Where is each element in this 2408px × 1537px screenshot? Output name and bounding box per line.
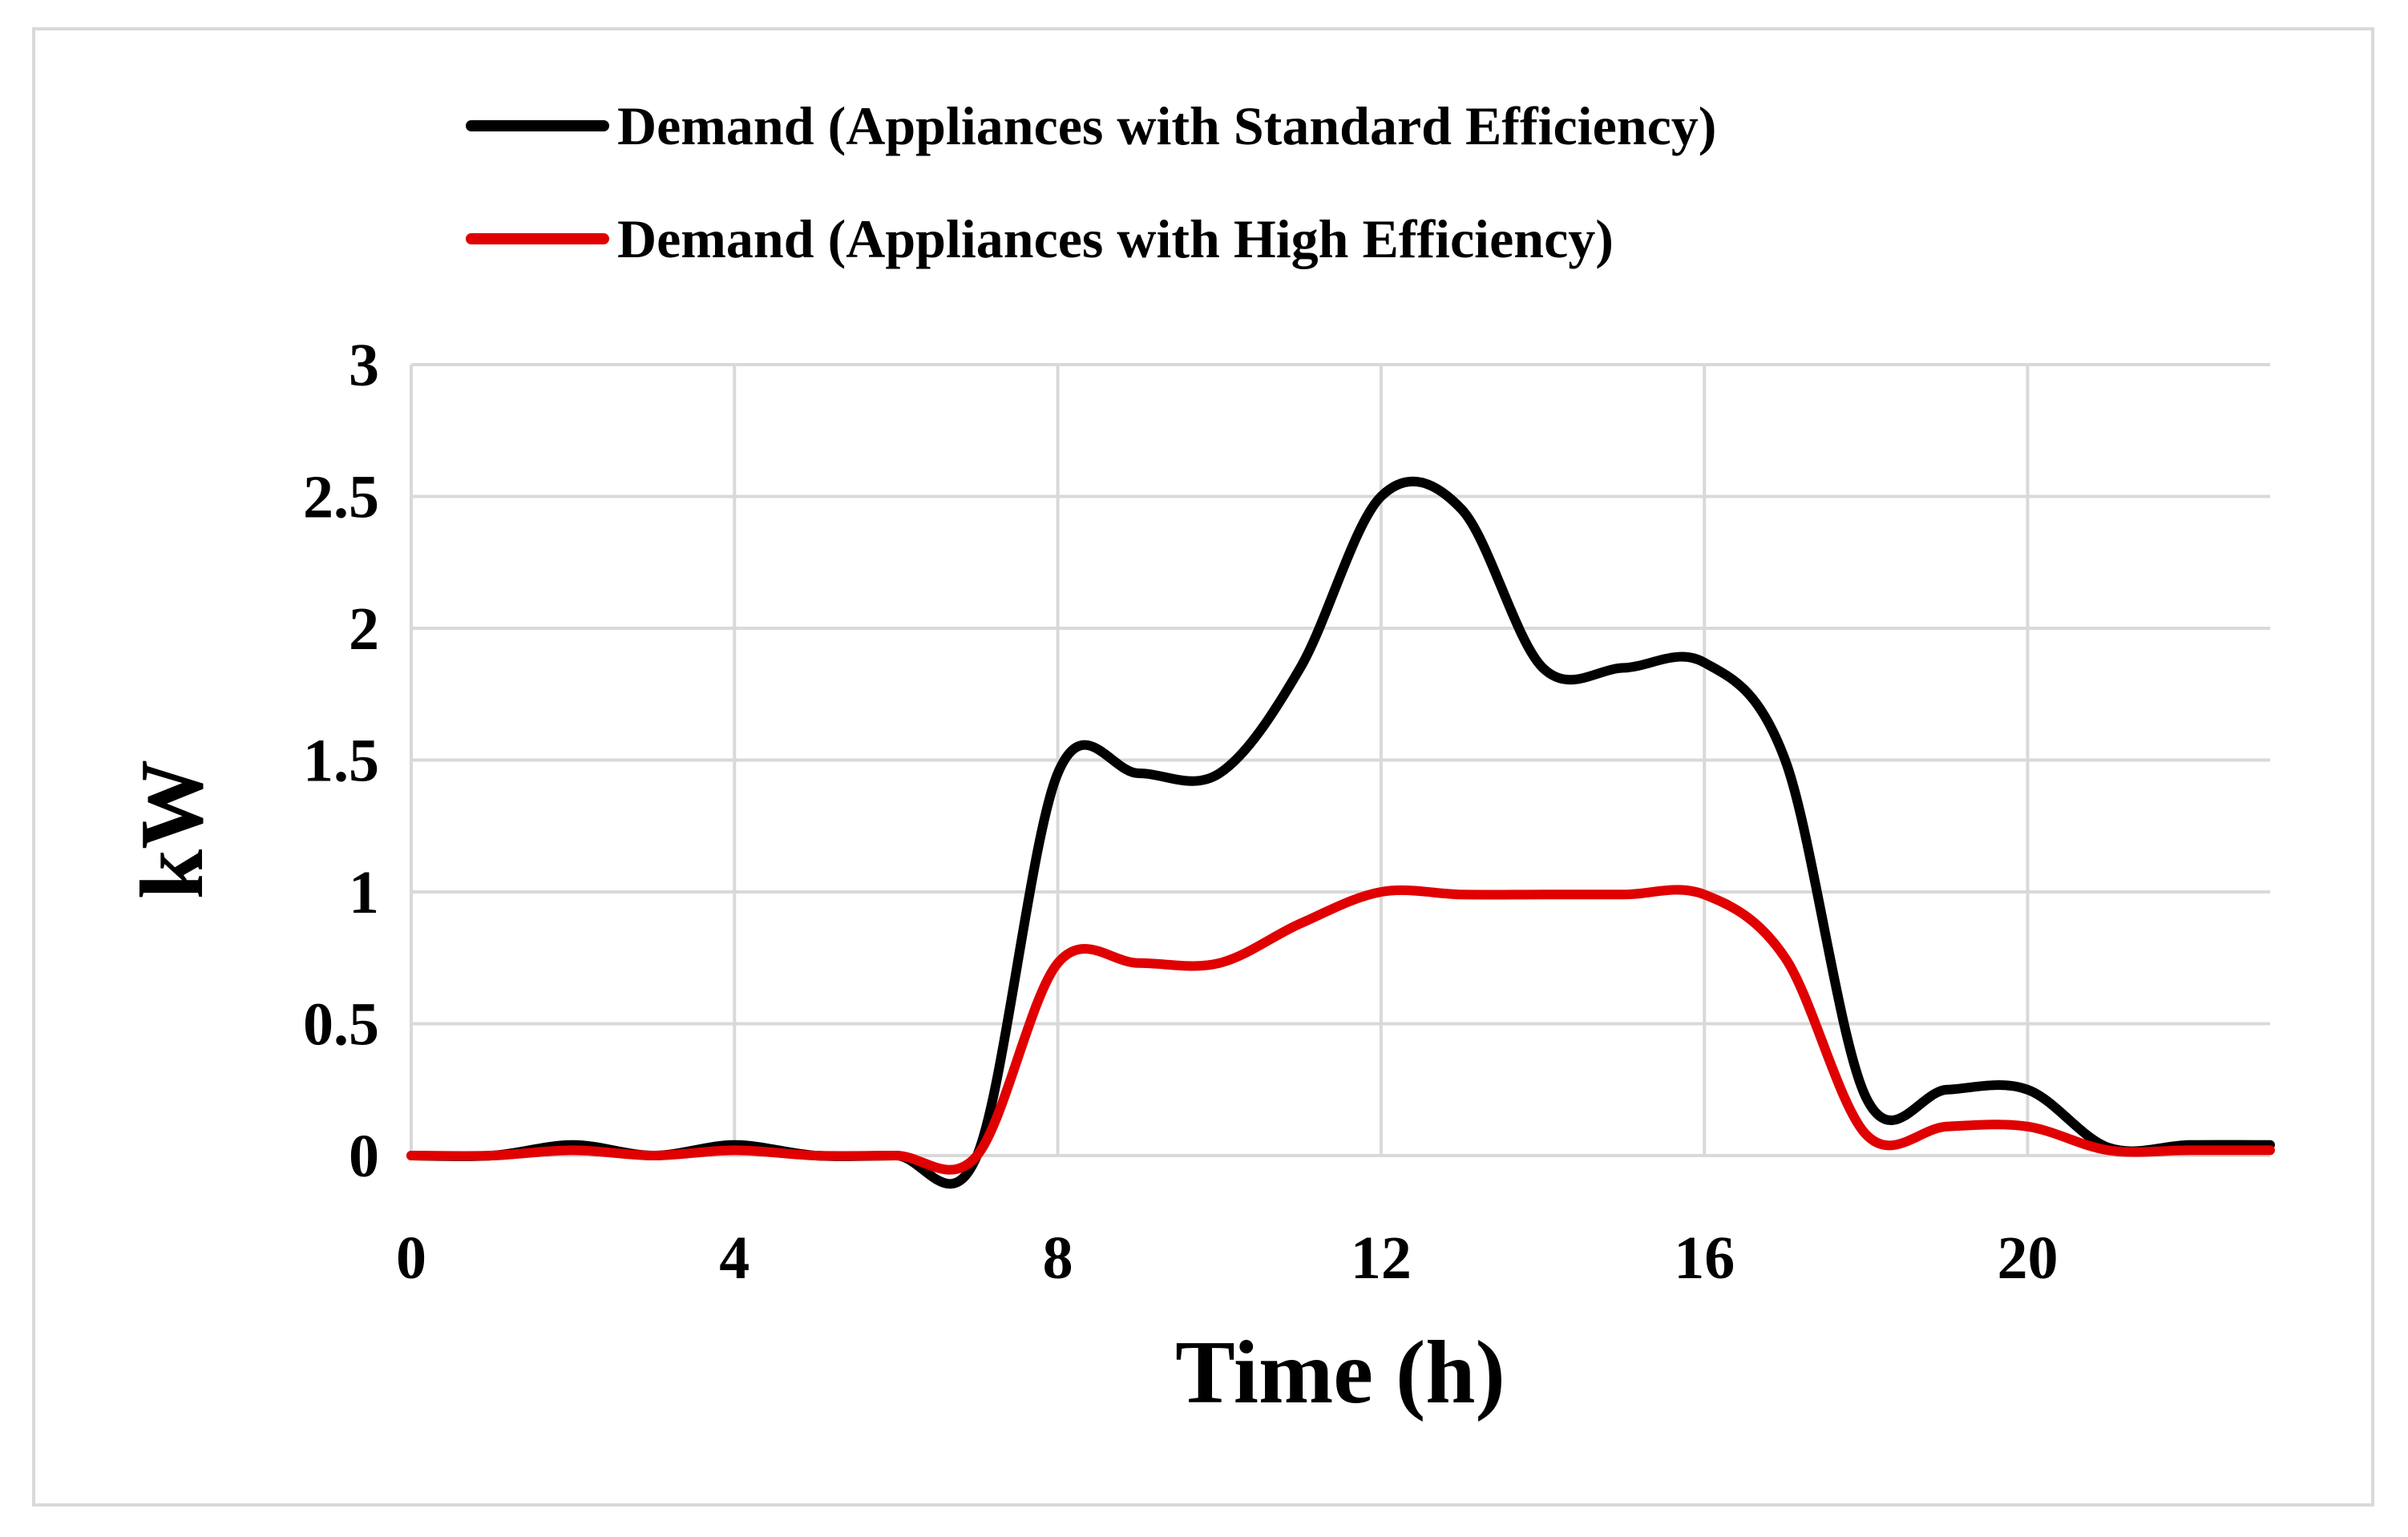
tick-labels: 0 0.5 1 1.5 2 2.5 3 0 4 8 12 16 20 [303, 332, 2059, 1292]
legend-label-standard: Demand (Appliances with Standard Efficie… [617, 95, 1716, 156]
y-tick-label: 3 [349, 332, 379, 399]
y-axis-title: kW [123, 760, 222, 899]
x-tick-label: 20 [1998, 1224, 2059, 1292]
y-tick-label: 2.5 [303, 464, 379, 531]
series-line-standard-efficiency [406, 476, 2275, 1189]
y-tick-label: 1 [349, 859, 379, 926]
y-tick-label: 1.5 [303, 728, 379, 795]
chart-frame [32, 27, 2374, 1507]
x-axis-title: Time (h) [1175, 1323, 1505, 1422]
series-line-high-efficiency [406, 885, 2275, 1175]
x-tick-label: 8 [1043, 1224, 1073, 1292]
legend: Demand (Appliances with Standard Efficie… [466, 95, 1716, 269]
y-tick-label: 0.5 [303, 991, 379, 1059]
x-tick-label: 0 [396, 1224, 426, 1292]
x-tick-label: 4 [719, 1224, 749, 1292]
series-layer [406, 476, 2275, 1189]
x-tick-label: 12 [1351, 1224, 1412, 1292]
x-tick-label: 16 [1674, 1224, 1735, 1292]
y-tick-label: 2 [349, 595, 379, 663]
y-tick-label: 0 [349, 1123, 379, 1190]
legend-label-high: Demand (Appliances with High Efficiency) [617, 208, 1614, 269]
grid [410, 363, 2270, 1157]
